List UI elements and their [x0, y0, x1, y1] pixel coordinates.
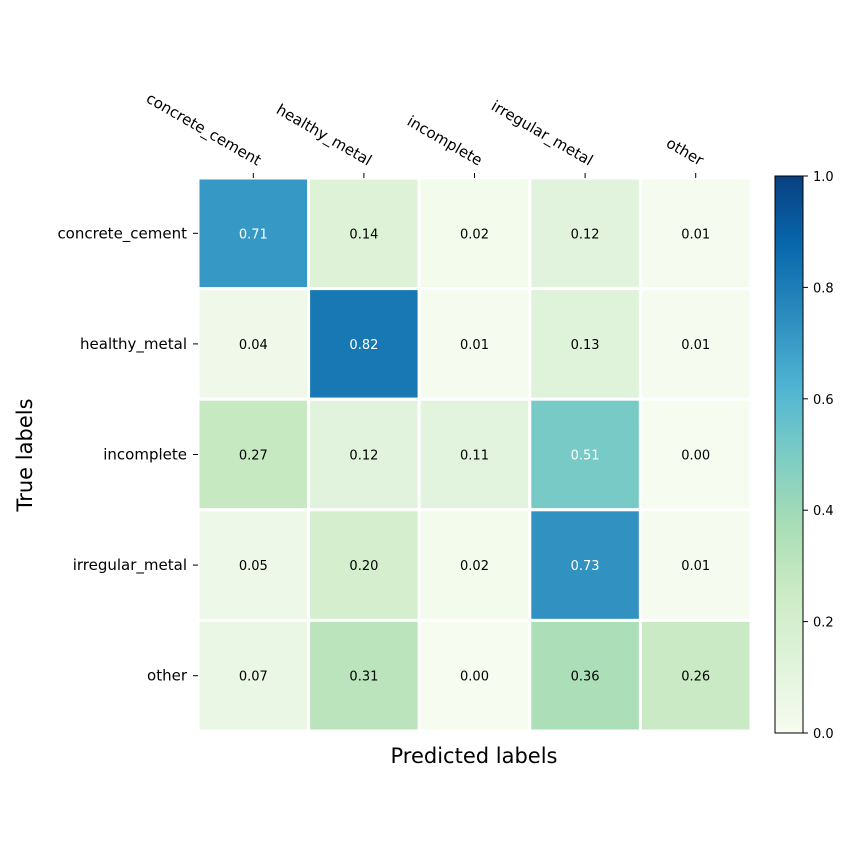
cell-value-label: 0.11: [460, 449, 489, 464]
cell-value-label: 0.51: [571, 449, 600, 464]
x-tick-label: other: [663, 134, 707, 170]
heatmap-cell: [417, 287, 532, 401]
heatmap-cell: [638, 508, 753, 622]
colorbar-tick-label: 0.6: [813, 393, 834, 408]
cell-value-label: 0.14: [349, 227, 378, 242]
heatmap-cell: [307, 508, 421, 622]
colorbar-tick-label: 1.0: [813, 170, 834, 185]
x-tick-label: incomplete: [404, 112, 486, 169]
colorbar-tick-label: 0.8: [813, 281, 834, 296]
cell-value-label: 0.36: [571, 670, 600, 685]
y-tick-label: irregular_metal: [73, 556, 187, 575]
cell-value-label: 0.26: [681, 670, 710, 685]
y-axis-ticks: concrete_cement healthy_metal incomplete ir…: [57, 224, 198, 685]
x-axis-label: Predicted labels: [391, 744, 558, 768]
cell-value-label: 0.82: [349, 338, 378, 353]
heatmap-cell: [528, 397, 642, 512]
cell-value-label: 0.73: [571, 559, 600, 574]
cell-value-label: 0.04: [239, 338, 268, 353]
heatmap-cell: [638, 618, 753, 733]
cell-value-label: 0.00: [460, 670, 489, 685]
y-tick-label: concrete_cement: [57, 224, 187, 243]
colorbar-tick-label: 0.2: [813, 616, 834, 631]
y-axis-label: True labels: [13, 398, 37, 512]
y-tick-label: incomplete: [103, 446, 187, 464]
cell-value-label: 0.07: [239, 670, 268, 685]
x-tick-label: irregular_metal: [488, 97, 596, 171]
heatmap-cell: [307, 618, 421, 733]
cell-value-label: 0.02: [460, 559, 489, 574]
cell-value-label: 0.01: [460, 338, 489, 353]
y-tick-label: healthy_metal: [80, 335, 187, 354]
cell-value-label: 0.00: [681, 449, 710, 464]
colorbar: 0.0 0.2 0.4 0.6 0.8 1.0: [774, 170, 834, 742]
x-tick-label: concrete_cement: [143, 89, 265, 170]
cell-value-label: 0.27: [239, 449, 268, 464]
heatmap-cell: [528, 508, 642, 622]
heatmap-cell: [196, 618, 311, 733]
x-axis-ticks: concrete_cement healthy_metal incomplete ir…: [143, 89, 707, 178]
heatmap-cell: [638, 287, 753, 401]
cell-value-label: 0.02: [460, 227, 489, 242]
heatmap-cell: [417, 508, 532, 622]
cell-value-label: 0.13: [571, 338, 600, 353]
heatmap-cell: [307, 397, 421, 512]
colorbar-tick-label: 0.4: [813, 504, 834, 519]
heatmap-cell: [307, 176, 421, 291]
cell-value-label: 0.71: [239, 227, 268, 242]
cell-value-label: 0.31: [349, 670, 378, 685]
cell-value-label: 0.05: [239, 559, 268, 574]
x-tick-label: healthy_metal: [273, 100, 375, 170]
cell-value-label: 0.01: [681, 227, 710, 242]
y-tick-label: other: [147, 667, 188, 685]
cell-value-label: 0.01: [681, 338, 710, 353]
heatmap-cell: [417, 618, 532, 733]
cell-value-label: 0.12: [349, 449, 378, 464]
cell-value-label: 0.20: [349, 559, 378, 574]
colorbar-gradient: [774, 175, 804, 734]
heatmap-cells: 0.71 0.14 0.02 0.12 0.01 0.04 0.82 0.01 0.13 0.01…: [196, 176, 753, 733]
cell-value-label: 0.12: [571, 227, 600, 242]
colorbar-tick-label: 0.0: [813, 727, 834, 742]
cell-value-label: 0.01: [681, 559, 710, 574]
